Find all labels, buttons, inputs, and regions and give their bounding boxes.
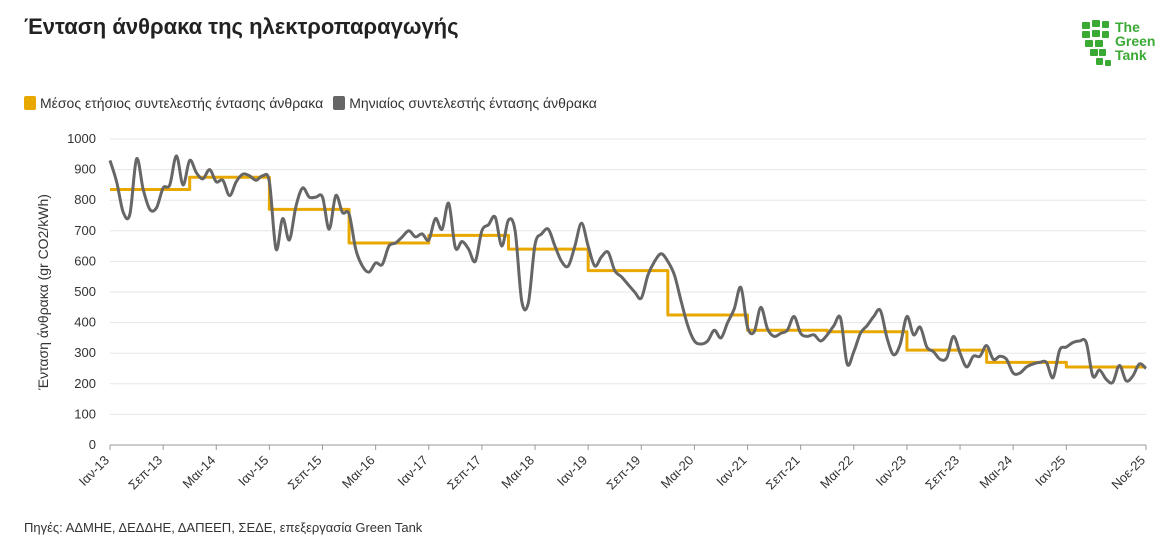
chart-title: Ένταση άνθρακα της ηλεκτροπαραγωγής [24, 14, 459, 39]
y-tick-label: 200 [74, 376, 96, 391]
legend-item-annual[interactable]: Μέσος ετήσιος συντελεστής έντασης άνθρακ… [24, 95, 323, 111]
x-tick-label: Ιαν-19 [554, 453, 590, 489]
y-tick-label: 700 [74, 223, 96, 238]
x-tick-label: Σεπ-17 [444, 453, 484, 493]
y-tick-label: 0 [89, 437, 96, 452]
x-tick-label: Μαι-20 [658, 453, 697, 492]
legend-item-monthly[interactable]: Μηνιαίος συντελεστής έντασης άνθρακα [333, 95, 597, 111]
y-tick-label: 600 [74, 253, 96, 268]
y-tick-label: 100 [74, 406, 96, 421]
legend-label-annual: Μέσος ετήσιος συντελεστής έντασης άνθρακ… [40, 95, 324, 111]
chart-legend: Μέσος ετήσιος συντελεστής έντασης άνθρακ… [24, 95, 597, 111]
x-tick-label: Ιαν-13 [76, 453, 112, 489]
logo-line-3: Tank [1115, 47, 1147, 63]
source-note: Πηγές: ΑΔΜΗΕ, ΔΕΔΔΗΕ, ΔΑΠΕΕΠ, ΣΕΔΕ, επεξ… [24, 520, 423, 535]
x-tick-label: Ιαν-21 [713, 453, 749, 489]
x-tick-label: Ιαν-15 [235, 453, 271, 489]
y-axis-label: Ένταση άνθρακα (gr CO2/kWh) [35, 194, 51, 391]
logo-line-2: Green [1115, 33, 1156, 49]
x-tick-label: Μαι-22 [817, 453, 856, 492]
legend-label-monthly: Μηνιαίος συντελεστής έντασης άνθρακα [349, 95, 597, 111]
x-tick-label: Μαι-14 [179, 453, 218, 492]
x-tick-label: Σεπ-15 [285, 453, 325, 493]
y-tick-label: 900 [74, 162, 96, 177]
x-tick-label: Μαι-24 [976, 453, 1015, 492]
y-tick-label: 500 [74, 284, 96, 299]
logo-wordmark: The Green Tank [1115, 20, 1155, 62]
x-tick-label: Μαι-16 [339, 453, 378, 492]
x-tick-label: Σεπ-21 [763, 453, 803, 493]
green-tank-logo-icon [1082, 20, 1111, 66]
series-line-monthly [108, 154, 1148, 385]
legend-swatch-monthly [333, 96, 346, 110]
y-tick-label: 1000 [67, 131, 96, 146]
x-tick-label: Σεπ-13 [125, 453, 165, 493]
y-tick-label: 300 [74, 345, 96, 360]
x-tick-label: Ιαν-17 [395, 453, 431, 489]
logo-line-1: The [1115, 19, 1140, 35]
x-tick-label: Σεπ-23 [922, 453, 962, 493]
y-tick-label: 400 [74, 315, 96, 330]
x-tick-label: Σεπ-19 [603, 453, 643, 493]
x-tick-label: Νοε-25 [1108, 453, 1148, 493]
y-tick-label: 800 [74, 192, 96, 207]
legend-swatch-annual [24, 96, 36, 110]
x-tick-label: Μαι-18 [498, 453, 537, 492]
x-tick-label: Ιαν-23 [873, 453, 909, 489]
x-tick-label: Ιαν-25 [1032, 453, 1068, 489]
series-line-annual [110, 175, 1146, 369]
